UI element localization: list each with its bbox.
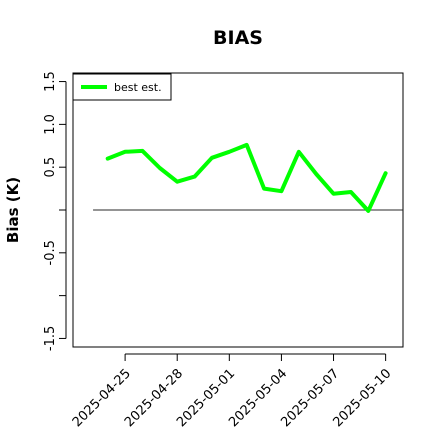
y-axis-label: Bias (K)	[4, 177, 22, 243]
y-tick-label: 1.5	[43, 71, 58, 92]
chart-title: BIAS	[213, 27, 263, 49]
y-tick-label: 1.0	[43, 114, 58, 135]
y-tick-label: 0.5	[43, 157, 58, 178]
plot-frame	[72, 72, 404, 348]
legend-box	[72, 73, 172, 101]
y-tick-label: -1.5	[43, 326, 58, 351]
legend-label: best est.	[114, 81, 162, 94]
legend: best est.	[72, 73, 172, 101]
y-tick-label: -0.5	[43, 240, 58, 265]
series-line-best-est	[105, 142, 388, 213]
